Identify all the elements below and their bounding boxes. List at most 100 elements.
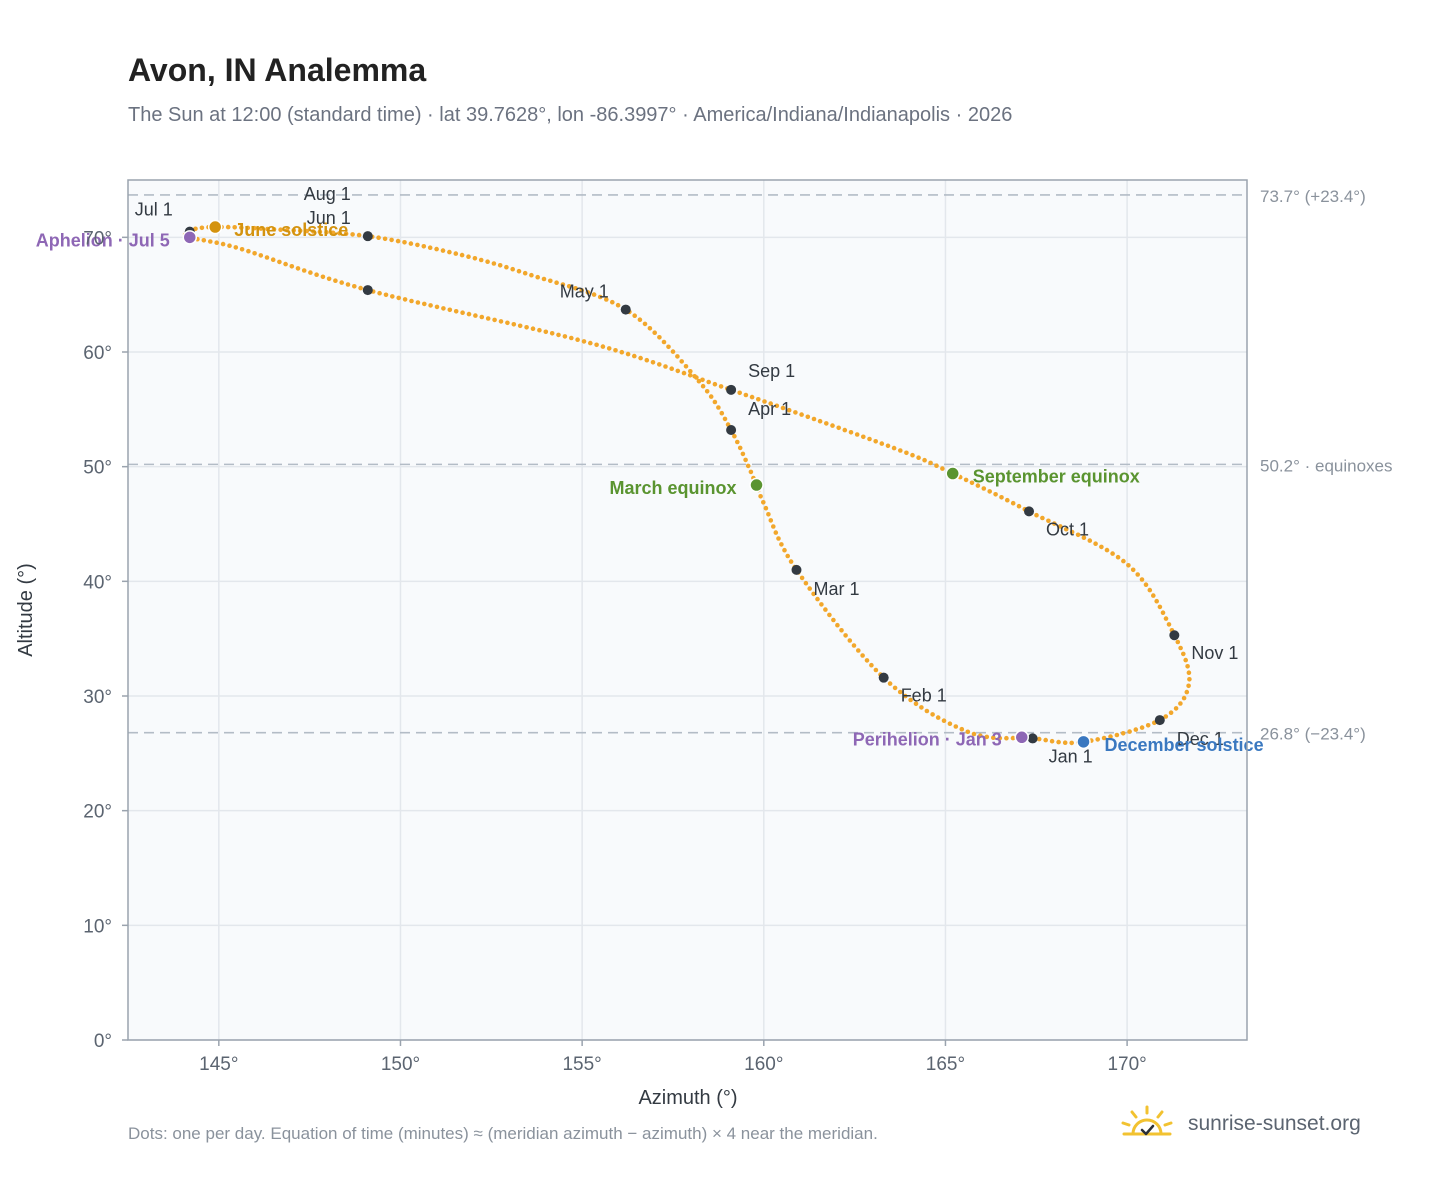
y-tick-label: 60° — [83, 343, 112, 364]
day-dot — [560, 282, 566, 287]
plot-frame — [127, 179, 1248, 1041]
event-label: March equinox — [609, 478, 736, 498]
day-dot — [997, 735, 1003, 741]
day-dot — [1143, 582, 1149, 587]
day-dot — [1157, 604, 1163, 610]
day-dot — [771, 524, 776, 529]
day-dot — [930, 712, 935, 717]
day-dot — [1139, 725, 1145, 730]
day-dot — [562, 334, 568, 339]
day-dot — [201, 238, 207, 243]
day-dot — [510, 266, 515, 272]
y-tick-label: 50° — [83, 458, 112, 479]
reference-line-label: 50.2° · equinoxes — [1260, 456, 1393, 475]
month-marker — [362, 285, 373, 296]
day-dot — [441, 306, 446, 311]
day-dot — [1104, 547, 1110, 553]
day-dot — [963, 477, 969, 483]
x-tick-label: 160° — [744, 1054, 783, 1075]
day-dot — [466, 311, 472, 317]
day-dot — [687, 373, 693, 378]
day-dot — [428, 303, 433, 308]
day-dot — [239, 247, 245, 252]
day-dot — [225, 224, 231, 230]
event-label: Aphelion · Jul 5 — [36, 230, 170, 250]
day-dot — [1160, 610, 1166, 615]
x-axis-label: Azimuth (°) — [638, 1087, 737, 1109]
day-dot — [1184, 689, 1190, 695]
event-markers: June solstice December solstice March equi… — [36, 219, 1264, 755]
day-dot — [339, 280, 345, 285]
day-dot — [289, 264, 295, 269]
day-dot — [214, 240, 219, 245]
day-dot — [252, 225, 257, 231]
day-dot — [839, 628, 844, 633]
day-dot — [885, 443, 891, 449]
y-tick-label: 30° — [83, 687, 112, 708]
day-dot — [815, 596, 820, 602]
day-dot — [1069, 740, 1074, 746]
day-dot — [1040, 515, 1045, 521]
day-dot — [1093, 541, 1098, 546]
month-marker-label: May 1 — [560, 282, 609, 302]
event-label: Perihelion · Jan 3 — [853, 729, 1002, 749]
day-dot — [696, 378, 702, 384]
day-dot — [314, 272, 319, 278]
day-dot — [807, 586, 812, 591]
day-dot — [277, 259, 282, 265]
day-dot — [615, 302, 621, 308]
day-dot — [1115, 554, 1121, 560]
day-dot — [799, 575, 805, 581]
day-dot — [831, 617, 836, 623]
day-dot — [1036, 736, 1042, 742]
day-dot — [337, 231, 342, 236]
day-dot — [459, 252, 465, 258]
day-dot — [466, 254, 471, 259]
day-dot — [1114, 732, 1120, 738]
brand-name[interactable]: sunrise-sunset.org — [1188, 1112, 1361, 1135]
day-dot — [910, 452, 915, 458]
day-dot — [301, 268, 307, 273]
day-dot — [785, 553, 790, 559]
day-dot — [675, 354, 680, 359]
day-dot — [291, 228, 297, 233]
day-dot — [1133, 727, 1139, 732]
day-dot — [524, 325, 529, 330]
event-marker — [1014, 730, 1029, 745]
x-tick-label: 165° — [926, 1054, 965, 1075]
day-dot — [756, 397, 761, 402]
day-dot — [978, 733, 983, 738]
sun-logo-icon — [1121, 1105, 1173, 1136]
day-dot — [1186, 683, 1191, 689]
day-dot — [472, 255, 478, 261]
day-dot — [922, 457, 927, 463]
day-dot — [585, 290, 591, 295]
day-dot — [965, 729, 971, 735]
day-dot — [1166, 622, 1172, 627]
day-dot — [718, 384, 724, 389]
day-dot — [827, 612, 832, 618]
day-dot — [758, 494, 763, 499]
day-dot — [1069, 529, 1075, 535]
event-label: September equinox — [973, 467, 1140, 487]
day-dot — [924, 708, 930, 714]
day-dot — [613, 348, 618, 353]
day-dot — [650, 360, 656, 365]
day-dot — [588, 340, 593, 346]
day-dot — [554, 280, 559, 286]
brand[interactable]: sunrise-sunset.org — [1118, 1104, 1361, 1144]
day-dot — [916, 455, 921, 461]
day-dot — [573, 286, 578, 291]
day-dot — [326, 276, 332, 282]
day-dot — [356, 232, 362, 238]
day-dot — [409, 298, 414, 304]
chart-title: Avon, IN Analemma — [128, 52, 427, 88]
day-dot — [913, 701, 919, 707]
day-dot — [227, 243, 232, 248]
day-dot — [716, 405, 721, 410]
day-dot — [776, 536, 781, 541]
day-dot — [661, 339, 667, 345]
month-marker — [1169, 630, 1180, 641]
day-dot — [610, 299, 615, 305]
day-dot — [793, 410, 798, 415]
